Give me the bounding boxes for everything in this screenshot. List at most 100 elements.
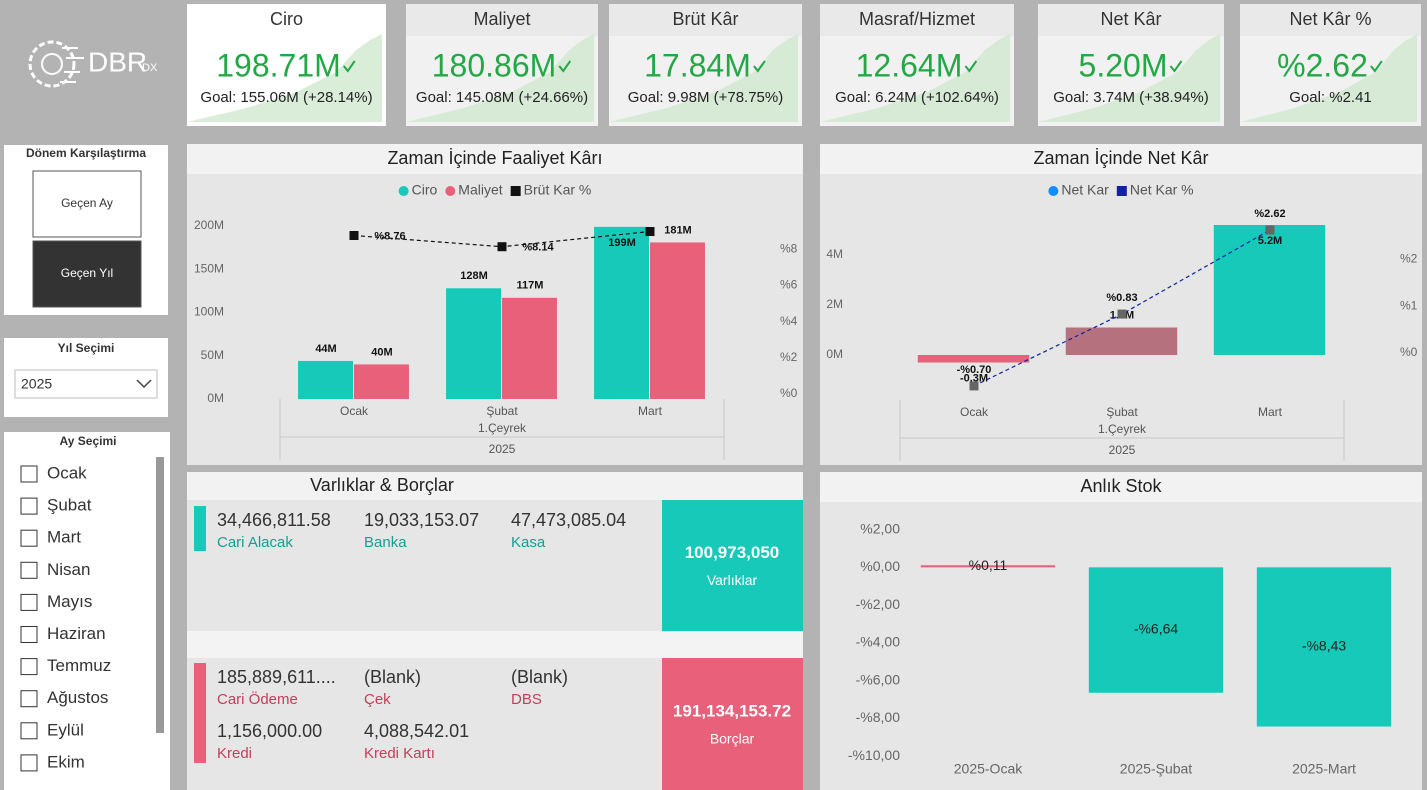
kpi-value: %2.62 <box>1277 47 1368 83</box>
total-box <box>662 658 803 790</box>
bar <box>502 297 557 399</box>
legend-swatch <box>1116 186 1127 196</box>
bar <box>446 288 501 399</box>
y-tick-label: 100M <box>194 305 224 319</box>
period-button-label[interactable]: Geçen Yıl <box>61 266 113 280</box>
dropdown-chevron <box>136 379 152 389</box>
month-checkbox[interactable] <box>20 497 38 515</box>
kpi-check <box>964 60 978 73</box>
x-tick-label: 2025-Şubat <box>1120 761 1193 777</box>
group-label: 2025 <box>1109 443 1136 457</box>
month-checkbox[interactable] <box>20 690 38 708</box>
month-option[interactable]: Şubat <box>47 496 92 515</box>
panel-title: Varlıklar & Borçlar <box>310 475 454 495</box>
panel-header <box>187 472 803 500</box>
month-option[interactable]: Mart <box>47 528 81 547</box>
kpi-value: 12.64M <box>856 47 963 83</box>
period-button-label[interactable]: Geçen Ay <box>61 196 113 210</box>
period-button[interactable] <box>32 170 142 238</box>
month-option[interactable]: Ocak <box>47 463 87 482</box>
bar <box>594 226 649 399</box>
kpi-title: Ciro <box>270 9 303 29</box>
total-label: Varlıklar <box>707 572 758 588</box>
line-marker <box>1117 309 1127 319</box>
data-label: 40M <box>371 346 392 358</box>
item-value: 1,156,000.00 <box>217 721 322 741</box>
line-label: %8.76 <box>374 230 405 242</box>
kpi-title: Net Kâr <box>1100 9 1161 29</box>
item-value: 34,466,811.58 <box>217 510 331 530</box>
month-option[interactable]: Eylül <box>47 720 84 739</box>
y2-tick-label: %0 <box>1400 345 1418 359</box>
kpi-check <box>753 60 766 73</box>
total-value: 100,973,050 <box>685 543 780 562</box>
item-label: Banka <box>364 534 407 551</box>
year-value[interactable]: 2025 <box>21 376 52 392</box>
line-label: %2.62 <box>1254 208 1285 220</box>
y-tick-label: -%4,00 <box>856 634 901 650</box>
x-tick-label: Ocak <box>340 404 369 418</box>
y2-tick-label: %2 <box>780 350 798 364</box>
month-option[interactable]: Mayıs <box>47 592 92 611</box>
month-option[interactable]: Haziran <box>47 624 106 643</box>
total-box <box>662 500 803 631</box>
y-tick-label: -%2,00 <box>856 596 901 612</box>
month-checkbox[interactable] <box>20 465 38 483</box>
period-button[interactable] <box>32 240 142 308</box>
kpi-check <box>558 60 572 73</box>
kpi-goal: Goal: 155.06M (+28.14%) <box>200 89 372 106</box>
data-label: -%6,64 <box>1134 621 1179 637</box>
logo-gear <box>28 40 76 88</box>
month-checkbox[interactable] <box>20 626 38 643</box>
kpi-goal: Goal: 145.08M (+24.66%) <box>416 89 588 106</box>
kpi-check <box>1370 60 1383 73</box>
legend-label: Maliyet <box>458 182 502 198</box>
month-option[interactable]: Nisan <box>47 560 90 579</box>
month-checkbox[interactable] <box>20 593 38 611</box>
kpi-check <box>1169 60 1183 73</box>
data-label: 5.2M <box>1258 235 1282 247</box>
y-tick-label: 200M <box>194 218 224 232</box>
item-label: Kasa <box>511 534 546 551</box>
panel-header <box>820 472 1422 502</box>
month-option[interactable]: Ekim <box>47 752 85 771</box>
panel-header <box>187 144 803 174</box>
month-checkbox[interactable] <box>20 754 38 772</box>
y-tick-label: 0M <box>207 391 224 405</box>
legend-label: Net Kar % <box>1130 182 1194 198</box>
month-checkbox[interactable] <box>20 529 38 547</box>
kpi-title: Maliyet <box>473 9 530 29</box>
logo-circuit <box>60 47 84 83</box>
bar <box>298 360 353 399</box>
y-tick-label: -%6,00 <box>856 671 901 687</box>
data-label: -%8,43 <box>1302 638 1347 654</box>
kpi-sparkline <box>820 34 1010 122</box>
logo-sub: DX <box>142 62 158 74</box>
month-checkbox[interactable] <box>20 722 38 740</box>
x-tick-label: Şubat <box>486 404 518 418</box>
month-checkbox[interactable] <box>20 561 38 579</box>
kpi-goal: Goal: 6.24M (+102.64%) <box>835 89 999 106</box>
bar <box>1213 225 1326 355</box>
y-tick-label: 150M <box>194 261 224 275</box>
axis-frame <box>899 400 1345 461</box>
line-marker <box>645 227 655 237</box>
month-checkbox[interactable] <box>20 658 38 676</box>
month-option[interactable]: Ağustos <box>47 688 108 707</box>
panel-title: Anlık Stok <box>1080 476 1162 496</box>
y2-tick-label: %1 <box>1400 298 1418 312</box>
data-label: 44M <box>315 343 336 355</box>
total-label: Borçlar <box>710 731 755 747</box>
year-dropdown[interactable] <box>14 369 158 399</box>
item-label: Kredi Kartı <box>364 745 435 762</box>
bar <box>1088 567 1224 693</box>
line-marker <box>497 242 507 252</box>
x-tick-label: Mart <box>638 404 663 418</box>
legend: Ciro Maliyet Brüt Kar % <box>398 182 591 198</box>
month-option[interactable]: Temmuz <box>47 656 111 675</box>
kpi-check <box>342 60 356 73</box>
y-tick-label: %0,00 <box>860 558 900 574</box>
x-tick-label: Ocak <box>960 405 989 419</box>
x-tick-label: Mart <box>1258 405 1283 419</box>
line-marker <box>349 231 359 241</box>
